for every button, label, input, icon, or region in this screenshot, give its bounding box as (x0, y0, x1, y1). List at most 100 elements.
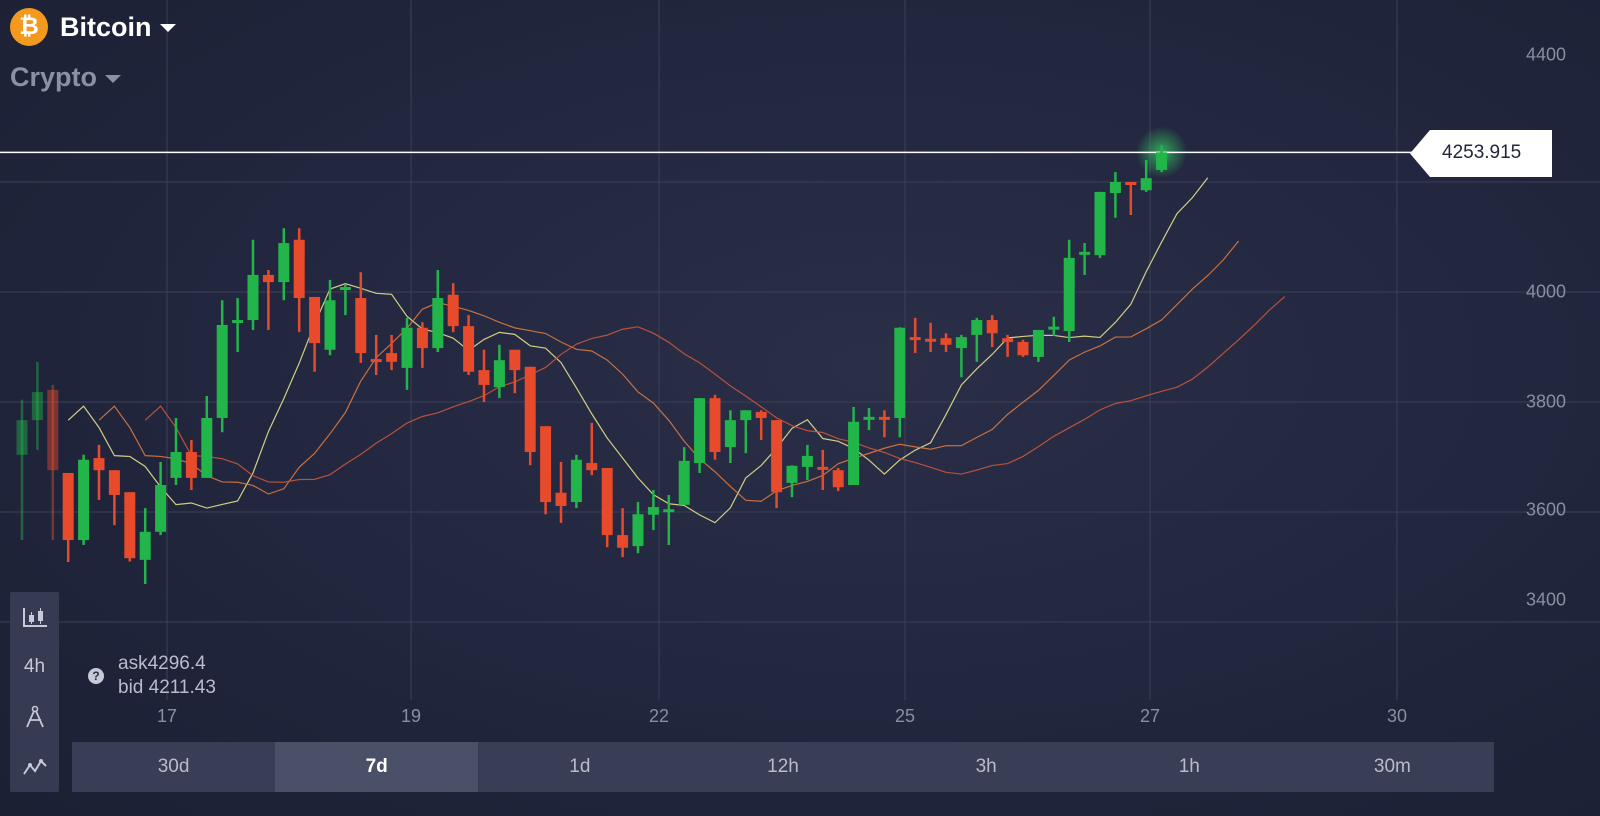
candle-body (78, 459, 90, 541)
candle-body (185, 452, 197, 478)
moving-average-line (67, 177, 1209, 524)
asset-selector[interactable]: ₿ Bitcoin (10, 8, 176, 46)
candle-body (293, 239, 305, 299)
candle-body (386, 353, 398, 362)
candle-body (709, 398, 721, 453)
candle-body (216, 325, 228, 418)
candle-body (370, 359, 382, 363)
candle-body (47, 389, 59, 471)
ask-price: ask4296.4 (118, 653, 206, 674)
candle-body (509, 349, 521, 371)
candle-body (1125, 182, 1137, 185)
y-axis-label: 3800 (1525, 391, 1566, 412)
candle-body (940, 338, 952, 345)
candle-body (540, 426, 552, 503)
candle-body (432, 298, 444, 349)
asset-name: Bitcoin (60, 12, 176, 43)
candle-body (894, 327, 906, 418)
candle-body (863, 416, 875, 420)
candle-body (16, 420, 28, 455)
candle-body (463, 326, 475, 372)
x-axis-label: 17 (156, 706, 178, 726)
candle-body (955, 337, 967, 349)
candle-body (755, 411, 767, 418)
candle-body (570, 459, 582, 503)
chevron-down-icon (159, 24, 176, 33)
y-axis-label: 4000 (1525, 281, 1566, 302)
candle-body (925, 338, 937, 342)
x-axis-label: 25 (894, 706, 916, 726)
candlestick-chart-icon[interactable] (10, 592, 59, 642)
bitcoin-icon: ₿ (10, 8, 48, 46)
candle-body (247, 274, 259, 321)
candle-body (278, 243, 290, 283)
candle-body (1156, 152, 1168, 170)
x-axis-label: 27 (1139, 706, 1161, 726)
candle-body (93, 458, 105, 471)
help-icon[interactable]: ? (88, 668, 104, 684)
indicators-icon[interactable] (10, 742, 59, 792)
candle-body (647, 507, 659, 515)
candle-body (678, 460, 690, 505)
candle-body (786, 465, 798, 483)
candle-body (262, 274, 274, 283)
candle-body (155, 485, 167, 532)
candle-body (832, 470, 844, 488)
y-axis-label: 3400 (1525, 589, 1566, 610)
candle-body (971, 320, 983, 335)
x-axis-label: 22 (648, 706, 670, 726)
timeframe-7d[interactable]: 7d (275, 742, 479, 792)
candle-body (401, 327, 413, 368)
candle-body (724, 420, 736, 448)
timeframe-30d[interactable]: 30d (157, 756, 190, 777)
timeframe-30m[interactable]: 30m (1373, 756, 1411, 777)
candle-body (324, 300, 336, 350)
candle-body (694, 398, 706, 464)
category-selector[interactable]: Crypto (10, 62, 121, 93)
candle-body (1017, 342, 1029, 356)
drawing-compass-icon[interactable] (10, 692, 59, 742)
candle-body (1063, 257, 1075, 332)
candle-body (139, 531, 151, 560)
candle-body (740, 410, 752, 421)
candle-body (663, 509, 675, 513)
timeframe-1d[interactable]: 1d (569, 756, 591, 777)
candle-body (1032, 329, 1044, 357)
y-axis-label: 4400 (1525, 44, 1566, 65)
candle-body (632, 514, 644, 547)
candle-body (586, 463, 598, 471)
candle-body (1140, 178, 1152, 191)
candle-body (1109, 182, 1121, 193)
candle-body (124, 492, 136, 559)
timeframe-12h[interactable]: 12h (767, 756, 799, 777)
candle-body (170, 452, 182, 478)
candle-body (1079, 251, 1091, 255)
chart-toolbar: 4h (10, 592, 59, 792)
candle-body (478, 370, 490, 385)
timeframe-3h[interactable]: 3h (975, 756, 997, 777)
x-axis-label: 19 (400, 706, 422, 726)
candle-body (617, 535, 629, 548)
candle-body (986, 320, 998, 334)
candle-body (848, 421, 860, 486)
candle-body (555, 492, 567, 506)
chevron-down-icon (105, 74, 121, 83)
candle-body (355, 298, 367, 354)
candle-body (108, 470, 120, 495)
candle-body (878, 416, 890, 420)
candle-body (801, 455, 813, 467)
quote-info: ? ask4296.4 bid 4211.43 (88, 652, 216, 700)
interval-button[interactable]: 4h (23, 656, 46, 677)
timeframe-1h[interactable]: 1h (1178, 756, 1200, 777)
candle-body (601, 468, 613, 536)
candle-body (771, 420, 783, 493)
x-axis-label: 30 (1386, 706, 1408, 726)
candle-body (1048, 326, 1060, 330)
bid-price: bid 4211.43 (118, 677, 216, 698)
candle-body (909, 337, 921, 341)
candle-body (1002, 338, 1014, 343)
candle-body (201, 417, 213, 478)
y-axis-label: 3600 (1525, 499, 1566, 520)
timeframe-bar: 30d 7d 1d 12h 3h 1h 30m (72, 742, 1494, 792)
